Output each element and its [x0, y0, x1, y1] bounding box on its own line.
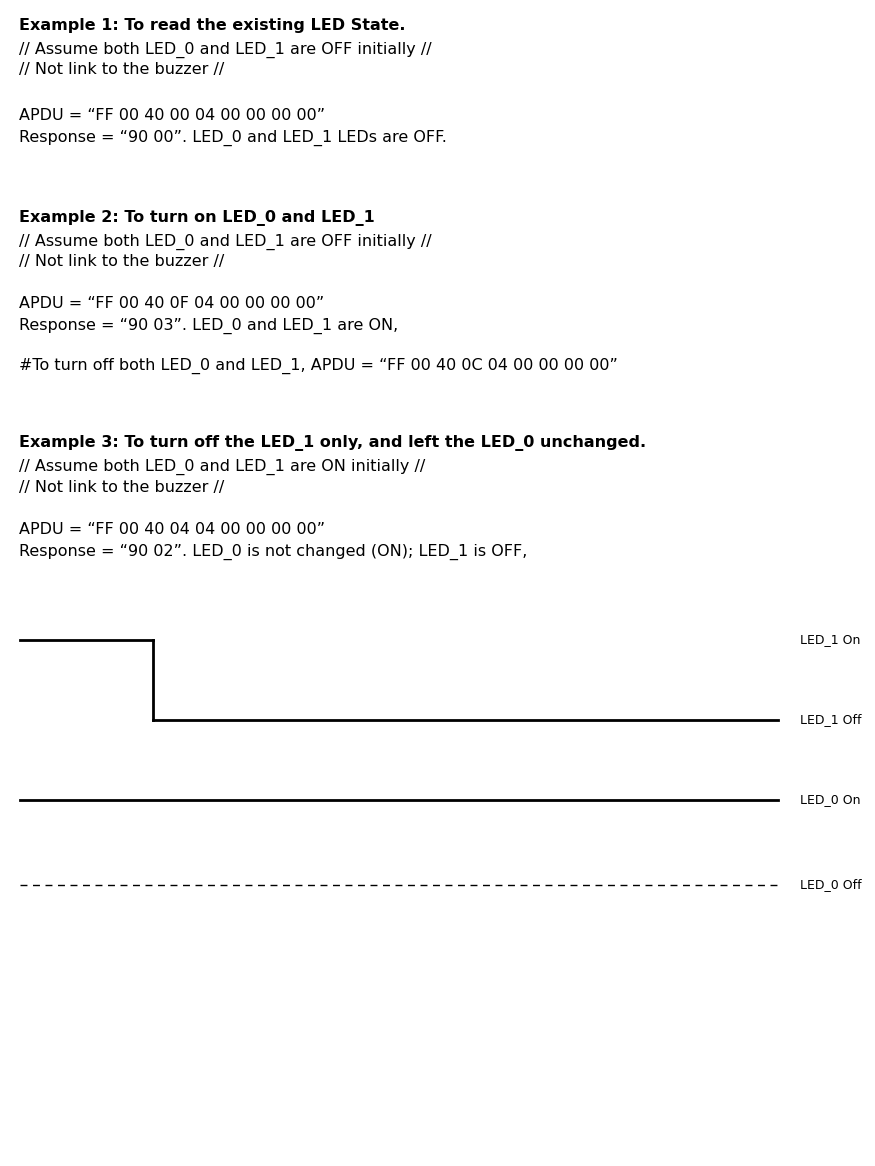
Text: APDU = “FF 00 40 00 04 00 00 00 00”: APDU = “FF 00 40 00 04 00 00 00 00”	[19, 108, 326, 122]
Text: Response = “90 02”. LED_0 is not changed (ON); LED_1 is OFF,: Response = “90 02”. LED_0 is not changed…	[19, 545, 528, 560]
Text: Example 3: To turn off the LED_1 only, and left the LED_0 unchanged.: Example 3: To turn off the LED_1 only, a…	[19, 435, 647, 451]
Text: // Assume both LED_0 and LED_1 are OFF initially //: // Assume both LED_0 and LED_1 are OFF i…	[19, 42, 432, 58]
Text: LED_1 Off: LED_1 Off	[800, 714, 862, 726]
Text: Response = “90 03”. LED_0 and LED_1 are ON,: Response = “90 03”. LED_0 and LED_1 are …	[19, 318, 398, 335]
Text: LED_0 On: LED_0 On	[800, 794, 860, 807]
Text: // Not link to the buzzer //: // Not link to the buzzer //	[19, 480, 225, 496]
Text: #To turn off both LED_0 and LED_1, APDU = “FF 00 40 0C 04 00 00 00 00”: #To turn off both LED_0 and LED_1, APDU …	[19, 358, 618, 374]
Text: Response = “90 00”. LED_0 and LED_1 LEDs are OFF.: Response = “90 00”. LED_0 and LED_1 LEDs…	[19, 129, 447, 146]
Text: APDU = “FF 00 40 0F 04 00 00 00 00”: APDU = “FF 00 40 0F 04 00 00 00 00”	[19, 296, 325, 311]
Text: // Not link to the buzzer //: // Not link to the buzzer //	[19, 62, 225, 77]
Text: APDU = “FF 00 40 04 04 00 00 00 00”: APDU = “FF 00 40 04 04 00 00 00 00”	[19, 522, 326, 538]
Text: LED_1 On: LED_1 On	[800, 633, 860, 646]
Text: LED_0 Off: LED_0 Off	[800, 878, 862, 892]
Text: Example 2: To turn on LED_0 and LED_1: Example 2: To turn on LED_0 and LED_1	[19, 210, 375, 226]
Text: // Assume both LED_0 and LED_1 are OFF initially //: // Assume both LED_0 and LED_1 are OFF i…	[19, 234, 432, 251]
Text: Example 1: To read the existing LED State.: Example 1: To read the existing LED Stat…	[19, 17, 406, 33]
Text: // Not link to the buzzer //: // Not link to the buzzer //	[19, 254, 225, 269]
Text: // Assume both LED_0 and LED_1 are ON initially //: // Assume both LED_0 and LED_1 are ON in…	[19, 459, 425, 476]
